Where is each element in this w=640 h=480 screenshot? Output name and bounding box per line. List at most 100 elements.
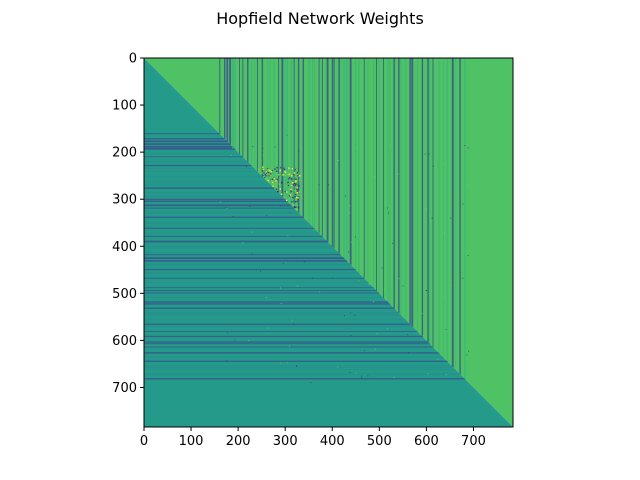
weight-row bbox=[144, 314, 402, 316]
weight-cell bbox=[287, 235, 289, 237]
weight-cell bbox=[389, 145, 391, 147]
weight-cell bbox=[466, 354, 468, 356]
weight-cell bbox=[289, 177, 291, 179]
weight-cell bbox=[296, 191, 299, 194]
weight-column bbox=[378, 58, 380, 294]
weight-cell bbox=[283, 167, 285, 169]
weight-cell bbox=[262, 166, 264, 168]
weight-cell bbox=[296, 190, 299, 192]
weight-cell bbox=[402, 285, 404, 287]
weight-cell bbox=[230, 154, 232, 156]
weight-row bbox=[144, 198, 287, 201]
weight-column bbox=[411, 58, 414, 328]
weight-row bbox=[144, 222, 311, 225]
weight-column bbox=[290, 58, 293, 207]
weight-row bbox=[144, 356, 444, 358]
weight-cell bbox=[265, 297, 267, 298]
weight-column bbox=[321, 58, 323, 237]
weight-row bbox=[144, 312, 400, 314]
weight-cell bbox=[467, 255, 469, 257]
weight-row bbox=[144, 161, 249, 163]
weight-row bbox=[144, 301, 389, 303]
weight-cell bbox=[291, 319, 293, 321]
weight-cell bbox=[280, 362, 282, 364]
weight-cell bbox=[350, 334, 352, 336]
weight-cell bbox=[367, 375, 369, 377]
weight-column bbox=[398, 58, 400, 314]
weight-cell bbox=[287, 184, 290, 187]
weight-cell bbox=[265, 171, 267, 173]
weight-cell bbox=[242, 242, 244, 244]
weight-row bbox=[144, 187, 275, 189]
weight-cell bbox=[426, 208, 428, 210]
weight-cell bbox=[445, 374, 447, 376]
y-tick-label: 300 bbox=[112, 193, 137, 208]
weight-column bbox=[432, 58, 434, 348]
weight-cell bbox=[397, 173, 399, 175]
weight-cell bbox=[234, 339, 236, 341]
weight-cell bbox=[287, 178, 290, 180]
weight-column bbox=[286, 58, 289, 203]
weight-cell bbox=[349, 205, 351, 207]
weight-cell bbox=[268, 174, 270, 177]
weight-column bbox=[326, 58, 329, 243]
weight-row bbox=[144, 207, 295, 209]
weight-cell bbox=[281, 193, 283, 196]
weight-row bbox=[144, 168, 256, 170]
weight-cell bbox=[275, 180, 277, 183]
weight-cell bbox=[297, 183, 299, 186]
weight-column bbox=[376, 58, 377, 291]
weight-cell bbox=[299, 175, 301, 177]
weight-cell bbox=[289, 172, 291, 174]
weight-cell bbox=[364, 350, 365, 352]
weight-cell bbox=[293, 172, 296, 174]
weight-column bbox=[421, 58, 424, 338]
weight-row bbox=[144, 373, 461, 375]
weight-cell bbox=[276, 178, 278, 181]
weight-cell bbox=[337, 366, 339, 368]
weight-row bbox=[144, 257, 345, 259]
weight-row bbox=[144, 323, 411, 325]
weight-column bbox=[254, 58, 256, 170]
weight-cell bbox=[392, 242, 394, 244]
weight-row bbox=[144, 146, 234, 148]
weight-cell bbox=[445, 328, 447, 330]
x-tick-label: 100 bbox=[179, 434, 204, 449]
weight-column bbox=[429, 58, 431, 345]
weight-row bbox=[144, 254, 342, 256]
weight-cell bbox=[226, 360, 228, 362]
y-tick-label: 200 bbox=[112, 146, 137, 161]
weight-column bbox=[267, 58, 269, 183]
weight-cell bbox=[290, 188, 292, 191]
weight-row bbox=[144, 140, 229, 143]
weight-cell bbox=[274, 146, 276, 148]
weight-cell bbox=[262, 168, 264, 171]
weight-cell bbox=[265, 178, 267, 180]
weight-cell bbox=[408, 352, 410, 354]
weight-cell bbox=[298, 175, 300, 177]
weight-cell bbox=[288, 345, 290, 347]
weight-column bbox=[367, 58, 369, 283]
weight-row bbox=[144, 346, 434, 348]
weight-cell bbox=[226, 208, 228, 210]
weight-cell bbox=[381, 267, 383, 269]
weight-column bbox=[232, 58, 234, 148]
weight-cell bbox=[422, 335, 424, 336]
weight-cell bbox=[354, 314, 356, 316]
weight-cell bbox=[266, 178, 268, 180]
weight-column bbox=[358, 58, 360, 274]
weight-column bbox=[340, 58, 342, 256]
weight-cell bbox=[384, 289, 386, 291]
weight-cell bbox=[296, 174, 299, 177]
weight-row bbox=[144, 360, 449, 363]
weight-cell bbox=[292, 323, 294, 325]
weight-cell bbox=[269, 173, 272, 175]
x-tick-label: 200 bbox=[226, 434, 251, 449]
weight-cell bbox=[297, 285, 299, 287]
weight-cell bbox=[293, 182, 296, 185]
weight-column bbox=[219, 58, 221, 135]
weight-row bbox=[144, 352, 440, 354]
weight-column bbox=[313, 58, 315, 229]
weight-cell bbox=[286, 185, 288, 187]
weight-cell bbox=[262, 175, 264, 177]
